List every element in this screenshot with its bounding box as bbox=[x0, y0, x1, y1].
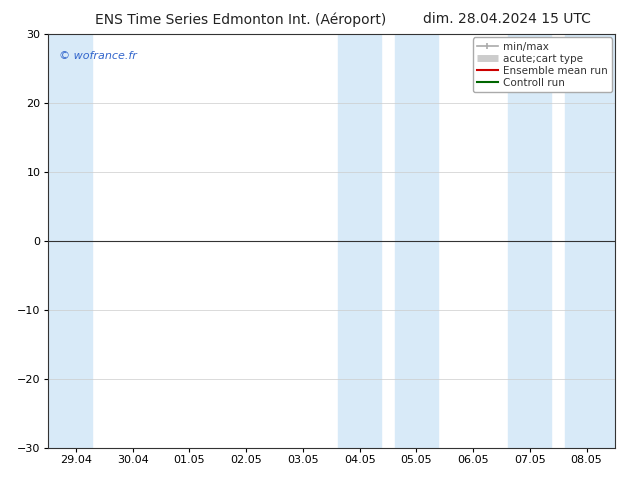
Text: dim. 28.04.2024 15 UTC: dim. 28.04.2024 15 UTC bbox=[424, 12, 591, 26]
Text: © wofrance.fr: © wofrance.fr bbox=[59, 51, 137, 61]
Text: ENS Time Series Edmonton Int. (Aéroport): ENS Time Series Edmonton Int. (Aéroport) bbox=[95, 12, 387, 27]
Bar bbox=[565, 34, 615, 448]
Bar bbox=[338, 34, 381, 448]
Bar bbox=[508, 34, 552, 448]
Legend: min/max, acute;cart type, Ensemble mean run, Controll run: min/max, acute;cart type, Ensemble mean … bbox=[473, 37, 612, 92]
Bar bbox=[48, 34, 92, 448]
Bar bbox=[395, 34, 438, 448]
